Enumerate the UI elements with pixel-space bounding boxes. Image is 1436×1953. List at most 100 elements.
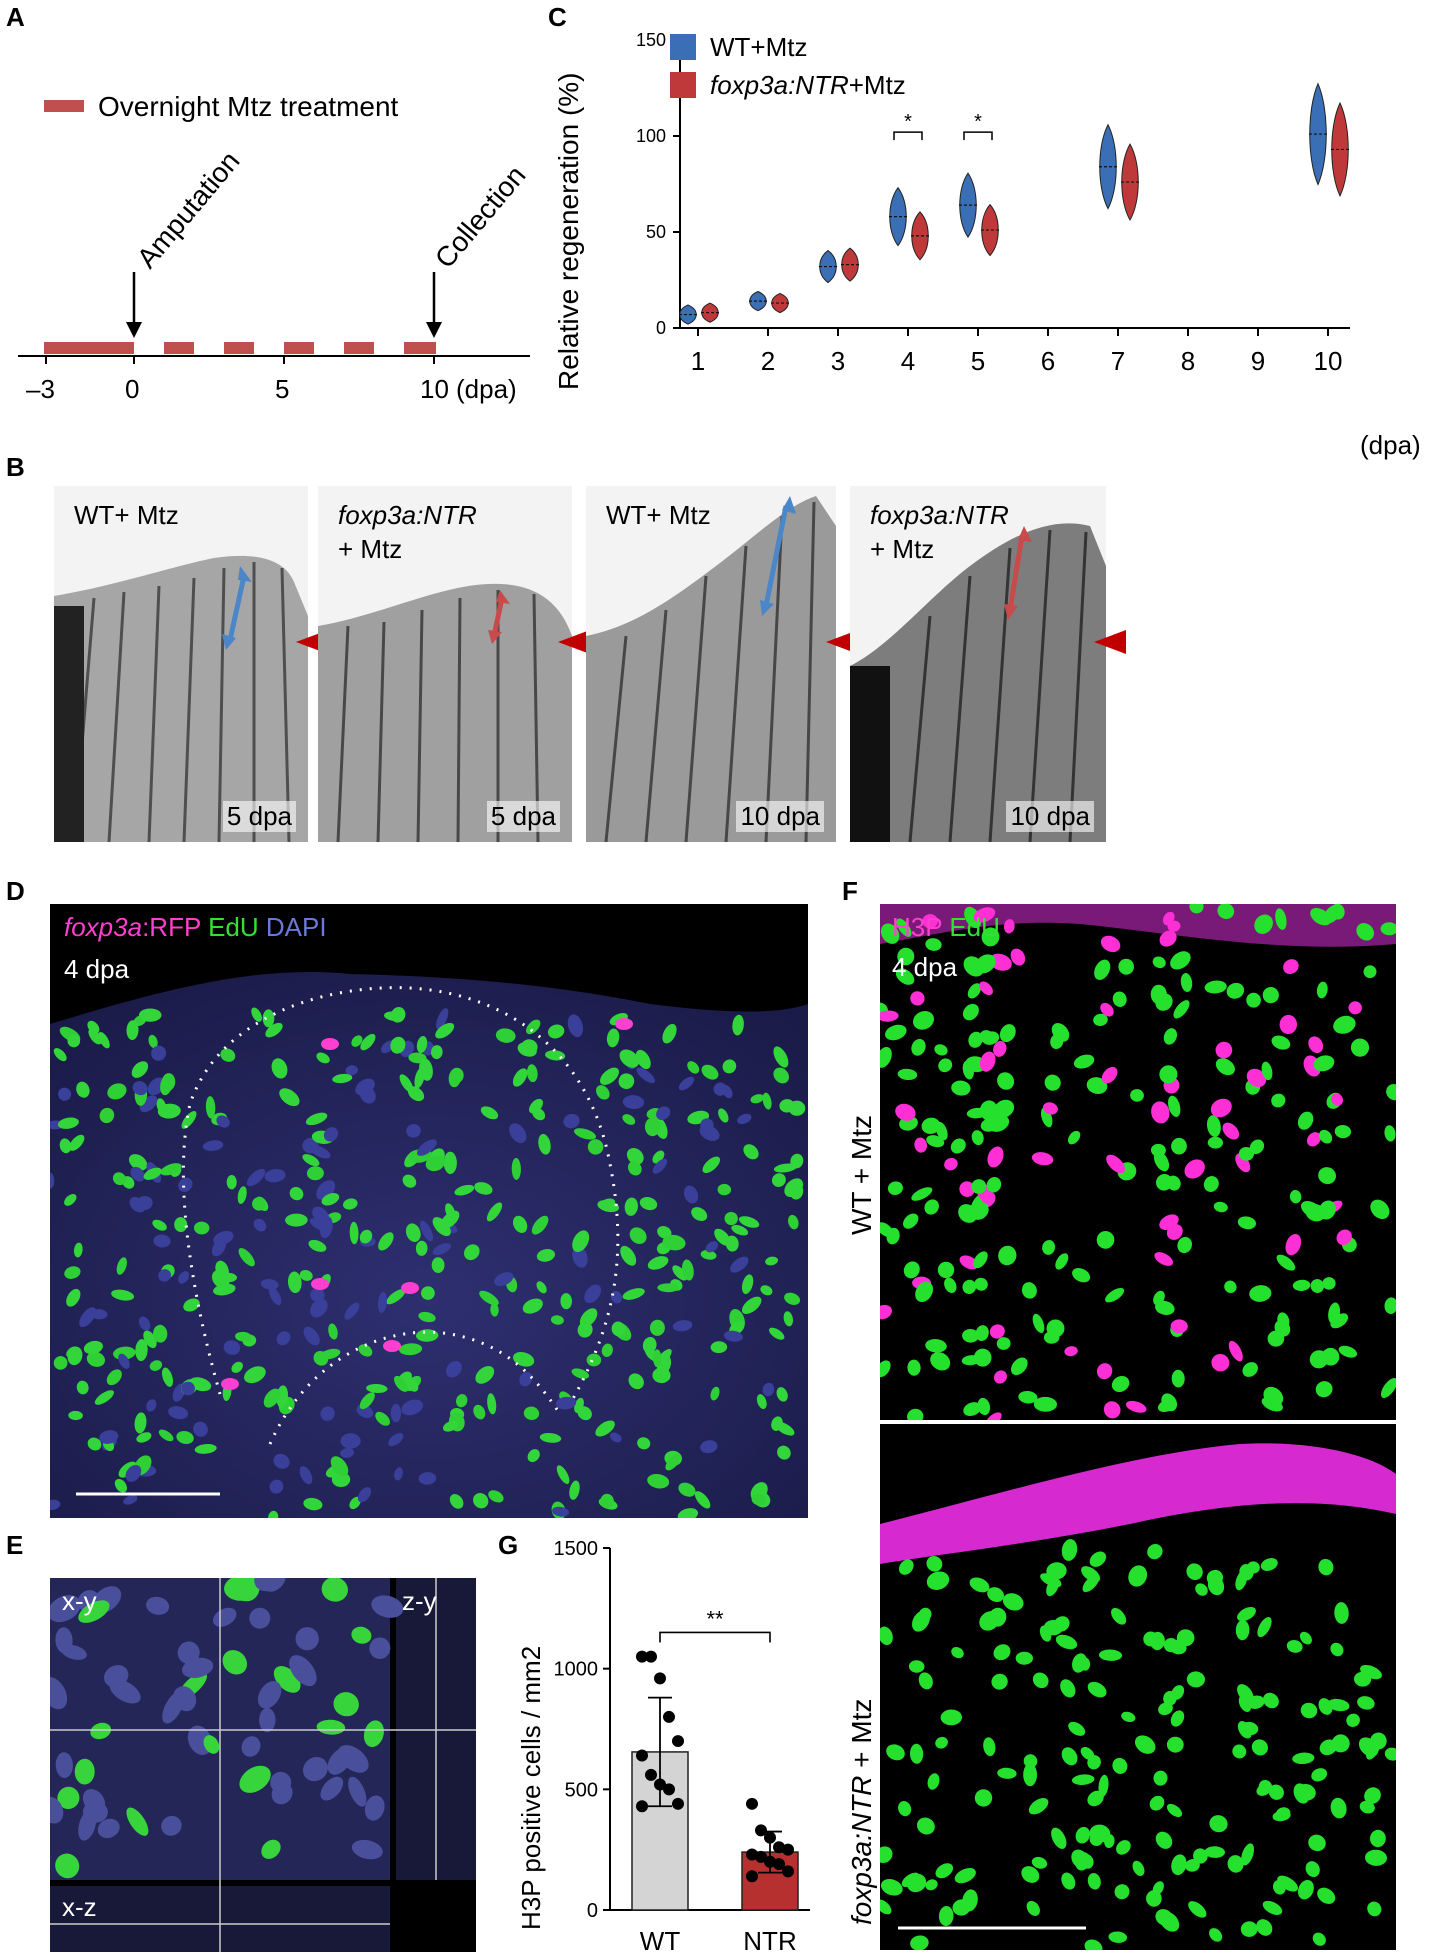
legend-swatch-treatment [44,100,84,112]
legend-swatch-ntr [670,72,696,98]
fin-image-ntr-5dpa: foxp3a:NTR + Mtz 5 dpa [318,486,572,842]
x-tick-label: 8 [1181,346,1195,376]
data-point [636,1650,648,1663]
violin [841,247,859,282]
data-point [782,1843,794,1856]
micro-image-f-wt: H3P EdU 4 dpa [880,904,1396,1420]
x-tick-label: 3 [831,346,845,376]
panel-label-b: B [6,452,25,482]
y-axis-title: Relative regeneration (%) [553,73,584,391]
x-tick-label: 10 [1314,346,1343,376]
data-point [746,1797,758,1810]
violin [819,249,837,284]
violin [1331,101,1349,198]
fin-time: 10 dpa [1006,801,1094,832]
fin-label: foxp3a:NTR + Mtz [870,500,1009,564]
data-point [672,1735,684,1748]
x-tick-label: WT [640,1926,681,1953]
panel-label-d: D [6,876,25,906]
y-tick-label: 0 [587,1900,598,1922]
violin [771,292,789,314]
data-point [755,1824,767,1837]
panel-a-timeline: Overnight Mtz treatment –3 0 5 10 (dpa) … [18,91,532,404]
significance-label: * [904,111,912,133]
panel-label-a: A [6,2,25,32]
data-point [773,1858,785,1871]
fin-image-wt-10dpa: WT+ Mtz 10 dpa [586,486,836,842]
data-point [773,1841,785,1854]
data-point [746,1848,758,1861]
fin-image-ntr-10dpa: foxp3a:NTR + Mtz 10 dpa [850,486,1106,842]
amputation-label: Amputation [131,145,246,273]
x-tick-label: 9 [1251,346,1265,376]
data-point [764,1855,776,1868]
x-tick-label: 7 [1111,346,1125,376]
treatment-bars [44,342,436,354]
fin-image-wt-5dpa: WT+ Mtz 5 dpa [54,486,308,842]
panel-label-f: F [842,876,858,906]
x-tick-label: NTR [743,1926,796,1953]
micro-image-f-ntr [880,1424,1396,1950]
x-tick-label: 1 [691,346,705,376]
view-label-xy: x-y [62,1586,97,1616]
view-label-zy: z-y [402,1586,437,1616]
panel-label-e: E [6,1530,24,1560]
micro-image-e: x-y z-y x-z [50,1578,476,1952]
x-tick-label: 4 [901,346,915,376]
y-tick-label: 50 [646,222,666,242]
data-point [645,1768,657,1781]
micro-image-d: foxp3a:RFP EdU DAPI 4 dpa [50,904,808,1518]
violin [911,211,929,261]
y-tick-label: 150 [636,30,666,50]
significance-label: ** [706,1606,724,1631]
violin [1309,82,1327,186]
panel-label-c: C [548,2,567,32]
time-label: 4 dpa [892,952,958,982]
significance-bracket [963,131,993,141]
violin [679,304,697,325]
significance-bracket [893,131,923,141]
y-tick-label: 500 [565,1779,598,1801]
y-tick-label: 1500 [554,1538,599,1560]
amputation-marker [558,630,590,654]
data-point [764,1831,776,1844]
data-point [672,1797,684,1810]
channel-labels: foxp3a:RFP EdU DAPI [64,912,327,942]
legend-swatch-wt [670,34,696,60]
time-label: 4 dpa [64,954,130,984]
data-point [746,1870,758,1883]
data-point [636,1749,648,1762]
view-label-xz: x-z [62,1892,97,1922]
y-tick-label: 1000 [554,1659,599,1681]
violin [1121,143,1139,222]
violin [959,172,977,238]
y-axis-title: H3P positive cells / mm2 [516,1646,546,1930]
fin-label: foxp3a:NTR + Mtz [338,500,477,564]
data-point [663,1783,675,1796]
fin-time: 5 dpa [222,801,296,832]
x-tick-label: 5 [971,346,985,376]
data-point [654,1778,666,1791]
panel-c-violin-chart: 0 50 100 150 1 2 3 4 5 6 7 8 9 10 * * WT+Mtz foxp3a:NT… [553,30,1421,460]
violin [701,302,719,323]
data-point [654,1672,666,1685]
bar [631,1751,689,1911]
tick-label: –3 [26,374,55,404]
x-tick-label: 2 [761,346,775,376]
data-point [782,1865,794,1878]
violin [749,290,767,312]
collection-arrow [426,322,442,338]
tick-label: 5 [275,374,289,404]
x-tick-label: 6 [1041,346,1055,376]
violin [981,203,999,257]
y-tick-label: 100 [636,126,666,146]
violin [889,186,907,247]
violin [1099,123,1117,210]
tick-label: 10 [420,374,449,404]
amputation-marker [1094,630,1126,654]
panel-label-g: G [498,1530,519,1560]
legend-label-ntr: foxp3a:NTR+Mtz [710,70,906,100]
fin-time: 5 dpa [486,801,560,832]
panel-g-bar-chart: 0 500 1000 1500 WT NTR ** H3P positive cells … [516,1538,810,1953]
amputation-arrow [126,322,142,338]
